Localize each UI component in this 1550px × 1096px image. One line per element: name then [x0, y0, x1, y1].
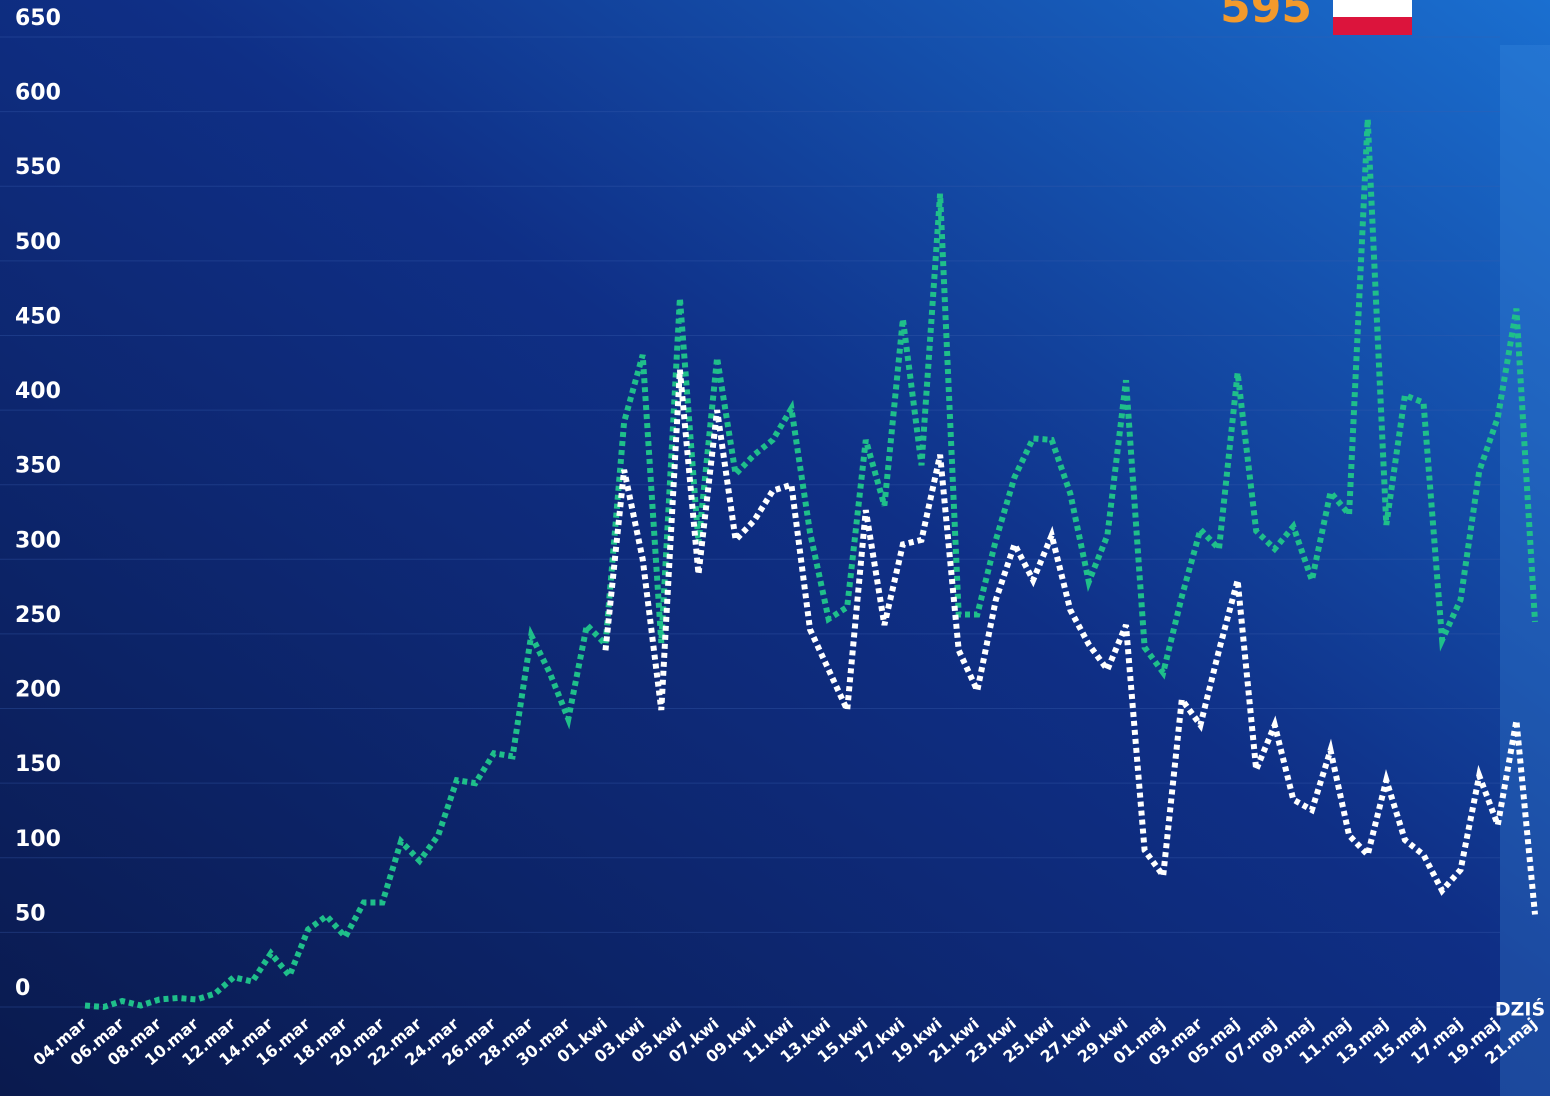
y-tick-label: 450	[15, 304, 61, 329]
y-tick-label: 350	[15, 454, 61, 479]
y-tick-label: 600	[15, 81, 61, 106]
today-column	[1500, 45, 1550, 1096]
headline-number: 595	[1220, 0, 1312, 33]
y-tick-label: 100	[15, 827, 61, 852]
series-line	[602, 369, 1538, 915]
y-tick-label: 50	[15, 901, 46, 926]
flag-white	[1333, 0, 1412, 17]
y-tick-label: 0	[15, 976, 30, 1001]
y-tick-label: 200	[15, 678, 61, 703]
y-tick-label: 550	[15, 155, 61, 180]
y-tick-label: 500	[15, 230, 61, 255]
y-tick-label: 150	[15, 752, 61, 777]
y-tick-label: 650	[15, 6, 61, 31]
y-tick-label: 300	[15, 528, 61, 553]
today-label: DZIŚ	[1495, 997, 1545, 1021]
y-tick-label: 400	[15, 379, 61, 404]
series-line	[84, 118, 1538, 1011]
flag-red	[1333, 17, 1412, 35]
y-tick-label: 250	[15, 603, 61, 628]
